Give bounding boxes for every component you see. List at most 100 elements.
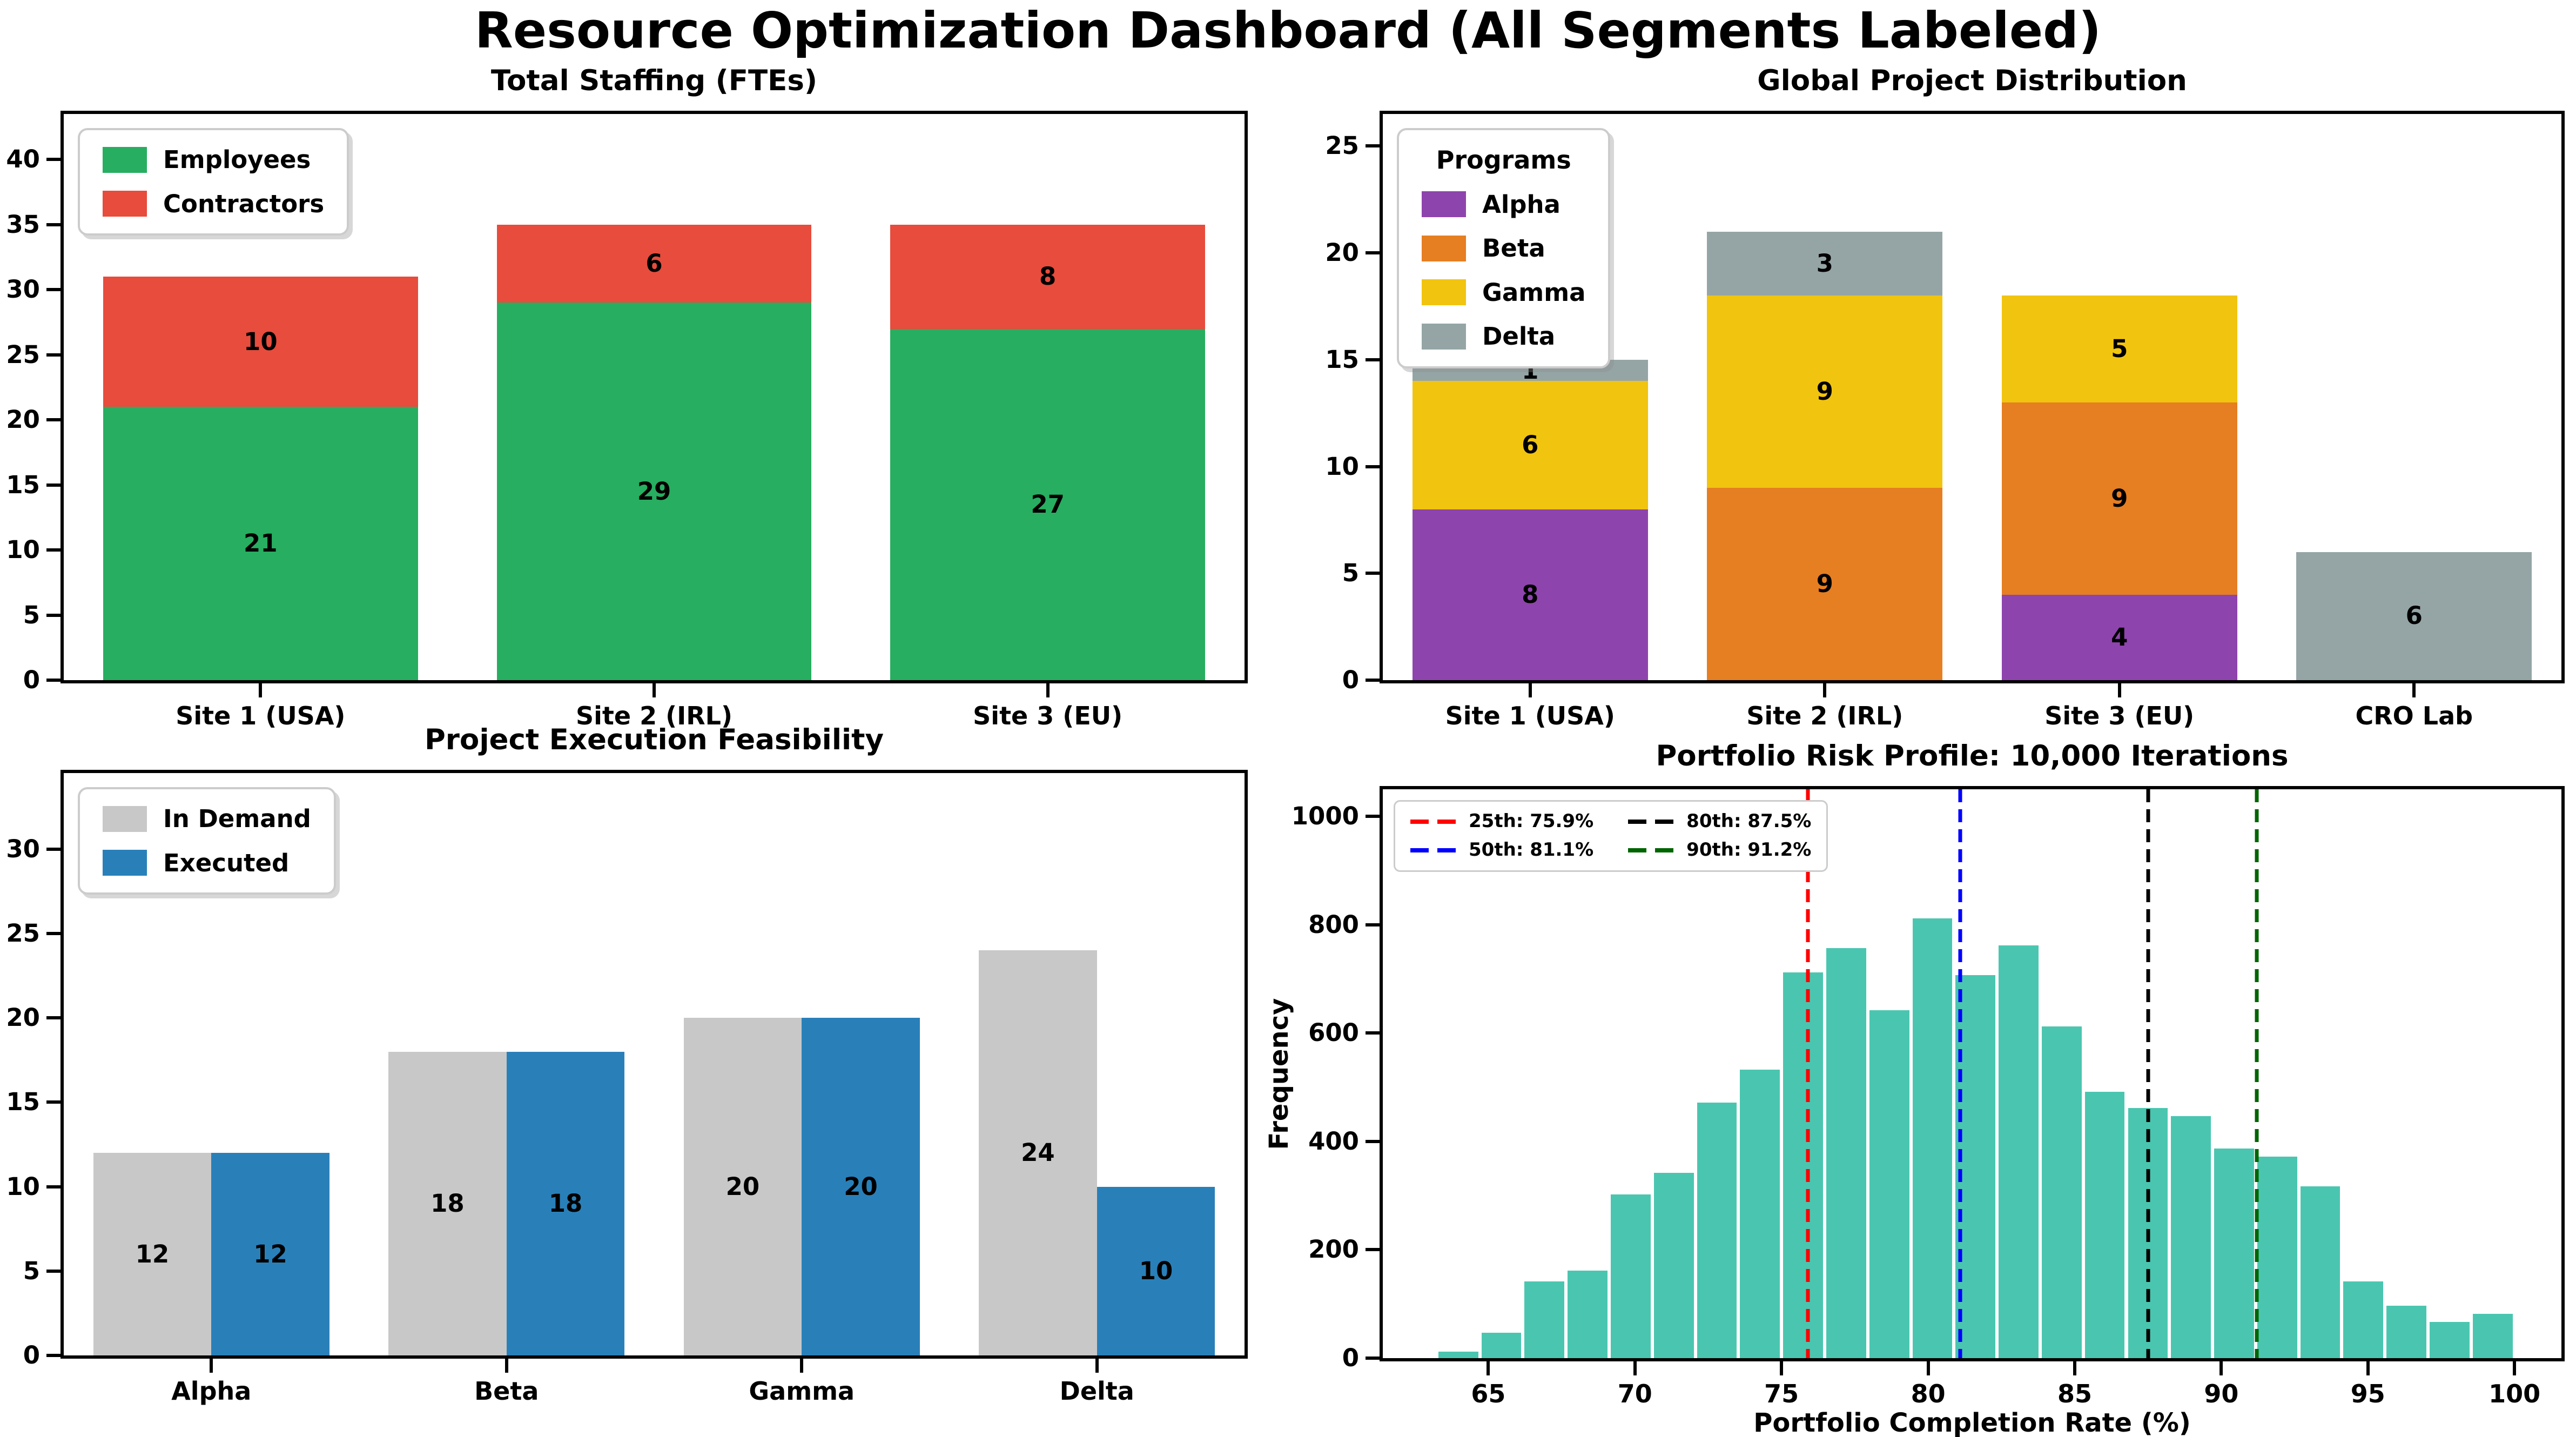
feasibility-bar-executed-4 xyxy=(1097,1186,1215,1355)
legend-item-in-demand: In Demand xyxy=(103,805,311,832)
y-tick xyxy=(1366,679,1380,682)
x-tick-label: 100 xyxy=(2488,1379,2541,1408)
legend-swatch xyxy=(103,191,147,217)
chart-title-risk: Portfolio Risk Profile: 10,000 Iteration… xyxy=(1656,740,2289,773)
x-tick-label: Gamma xyxy=(749,1376,855,1406)
histogram-bar-2 xyxy=(1479,1331,1523,1358)
x-tick-label: Delta xyxy=(1059,1376,1134,1406)
legend-label: 90th: 91.2% xyxy=(1686,839,1812,861)
x-tick xyxy=(505,1359,508,1373)
y-tick xyxy=(1366,815,1380,818)
y-tick-label: 40 xyxy=(6,145,40,174)
legend-item-executed: Executed xyxy=(103,849,311,877)
y-tick-label: 10 xyxy=(6,1172,40,1201)
x-tick xyxy=(259,683,263,697)
y-tick xyxy=(46,1100,60,1104)
y-tick-label: 10 xyxy=(6,535,40,565)
projects-bar-gamma-3 xyxy=(2001,296,2237,402)
x-tick-label: Site 2 (IRL) xyxy=(1746,701,1904,730)
bar-value-label: 21 xyxy=(244,529,278,558)
plot-area-risk: 0 200 400 600 800 1000 65 70 75 80 85 90 95 100 25th: … xyxy=(1292,786,2565,1408)
x-tick xyxy=(653,683,656,697)
x-tick-label: 95 xyxy=(2350,1379,2385,1408)
y-tick xyxy=(1366,1248,1380,1252)
x-tick xyxy=(2513,1361,2517,1375)
y-tick-label: 20 xyxy=(1325,238,1359,267)
histogram-bar-9 xyxy=(1781,970,1825,1358)
y-tick xyxy=(46,1185,60,1188)
y-tick xyxy=(46,1354,60,1357)
histogram-bar-18 xyxy=(2169,1114,2213,1358)
legend-swatch xyxy=(1422,191,1466,218)
y-tick xyxy=(46,847,60,851)
staffing-bar-employees-1 xyxy=(103,407,418,680)
y-tick-label: 25 xyxy=(6,340,40,369)
y-tick xyxy=(46,1269,60,1273)
y-tick xyxy=(46,158,60,162)
y-tick xyxy=(1366,465,1380,468)
bar-value-label: 6 xyxy=(645,249,663,278)
histogram-bar-7 xyxy=(1695,1100,1739,1358)
staffing-bar-employees-2 xyxy=(496,303,812,680)
projects-bar-beta-3 xyxy=(2001,402,2237,595)
legend-item-80th: 80th: 87.5% xyxy=(1628,811,1811,831)
staffing-bar-employees-3 xyxy=(890,328,1206,680)
histogram-bar-3 xyxy=(1523,1279,1566,1358)
x-tick-label: 90 xyxy=(2204,1379,2239,1408)
y-tick-label: 30 xyxy=(6,834,40,863)
y-tick xyxy=(1366,923,1380,926)
x-tick xyxy=(1823,683,1827,697)
y-axis-label: Frequency xyxy=(1264,998,1294,1150)
y-tick xyxy=(46,288,60,292)
bar-value-label: 12 xyxy=(253,1239,287,1268)
legend-label: Beta xyxy=(1482,234,1545,263)
x-tick xyxy=(1780,1361,1784,1375)
histogram-bar-24 xyxy=(2428,1320,2471,1358)
legend-item-beta: Beta xyxy=(1422,235,1585,262)
histogram-bar-20 xyxy=(2255,1154,2299,1358)
chart-title-feasibility: Project Execution Feasibility xyxy=(424,723,884,756)
bar-value-label: 12 xyxy=(135,1239,170,1268)
x-tick-label: 70 xyxy=(1617,1379,1652,1408)
feasibility-bar-in-demand-4 xyxy=(979,950,1097,1355)
x-tick xyxy=(210,1359,213,1373)
legend-item-90th: 90th: 91.2% xyxy=(1628,840,1811,860)
bar-value-label: 3 xyxy=(1816,249,1833,278)
y-tick-label: 0 xyxy=(23,1341,40,1369)
y-tick-label: 20 xyxy=(6,405,40,434)
y-tick-label: 0 xyxy=(1342,1344,1359,1372)
x-tick xyxy=(1487,1361,1490,1375)
y-tick xyxy=(46,223,60,226)
legend: In Demand Executed xyxy=(78,787,336,895)
y-tick-label: 400 xyxy=(1308,1126,1359,1156)
legend: 25th: 75.9% 50th: 81.1% 80th: 87.5% 90th: 9… xyxy=(1394,800,1828,872)
legend-dash-swatch xyxy=(1410,819,1458,824)
plot-area-feasibility: 0 5 10 15 20 25 30 Alpha Beta Gamma Delta 12 12 18 18 2… xyxy=(6,770,1248,1406)
y-tick xyxy=(46,483,60,487)
bar-value-label: 10 xyxy=(1139,1256,1173,1285)
x-axis-label: Portfolio Completion Rate (%) xyxy=(1753,1408,2191,1437)
y-tick-label: 25 xyxy=(1325,131,1359,160)
bar-value-label: 6 xyxy=(1522,430,1539,459)
histogram-bar-25 xyxy=(2471,1312,2514,1358)
x-tick-label: Alpha xyxy=(171,1376,252,1406)
histogram-bar-1 xyxy=(1436,1349,1480,1358)
y-tick xyxy=(46,1016,60,1020)
percentile-line-80th xyxy=(2146,789,2150,1358)
x-tick xyxy=(1095,1359,1099,1373)
y-tick xyxy=(46,353,60,357)
x-tick-label: 80 xyxy=(1911,1379,1946,1408)
histogram-bar-8 xyxy=(1738,1068,1782,1358)
bar-value-label: 5 xyxy=(2111,334,2128,364)
legend-label: Employees xyxy=(163,145,311,174)
bar-value-label: 20 xyxy=(844,1172,878,1201)
plot-area-staffing: 0 5 10 15 20 25 30 35 40 Site 1 (USA) Site 2 (IRL)… xyxy=(6,111,1248,730)
feasibility-bar-in-demand-2 xyxy=(388,1051,507,1355)
feasibility-bar-in-demand-1 xyxy=(93,1153,212,1355)
y-tick-label: 20 xyxy=(6,1003,40,1032)
legend-item-delta: Delta xyxy=(1422,323,1585,350)
legend-label: Contractors xyxy=(163,189,325,218)
staffing-bar-contractors-1 xyxy=(103,277,418,407)
